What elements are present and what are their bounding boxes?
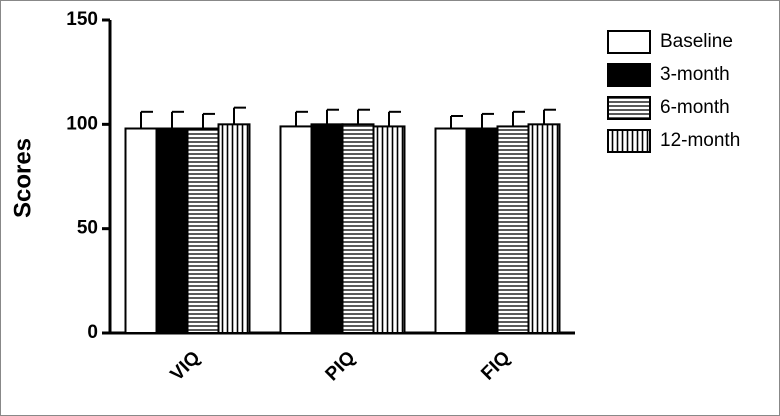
- legend-label: 12-month: [660, 130, 740, 151]
- y-axis-label: Scores: [9, 138, 36, 218]
- bar: [217, 123, 251, 335]
- y-tick-label: 100: [66, 113, 98, 134]
- y-tick-label: 0: [87, 322, 98, 343]
- legend-label: 3-month: [660, 64, 730, 85]
- bar: [124, 127, 158, 334]
- bar: [496, 125, 530, 334]
- x-tick-label: PIQ: [322, 347, 360, 385]
- y-tick-label: 50: [77, 218, 98, 239]
- bar: [310, 123, 344, 335]
- y-tick-label: 150: [66, 9, 98, 30]
- bar: [372, 125, 406, 334]
- x-tick-label: FIQ: [477, 347, 514, 384]
- legend-swatch: [607, 96, 651, 120]
- bar: [279, 125, 313, 334]
- bar: [186, 127, 220, 334]
- x-tick-label: VIQ: [167, 347, 205, 385]
- legend-swatch: [607, 30, 651, 54]
- legend-label: 6-month: [660, 97, 730, 118]
- bar: [341, 123, 375, 335]
- bar: [434, 127, 468, 334]
- legend-swatch: [607, 129, 651, 153]
- bar: [527, 123, 561, 335]
- legend-swatch: [607, 63, 651, 87]
- bar: [155, 127, 189, 334]
- legend-label: Baseline: [660, 31, 733, 52]
- bar: [465, 127, 499, 334]
